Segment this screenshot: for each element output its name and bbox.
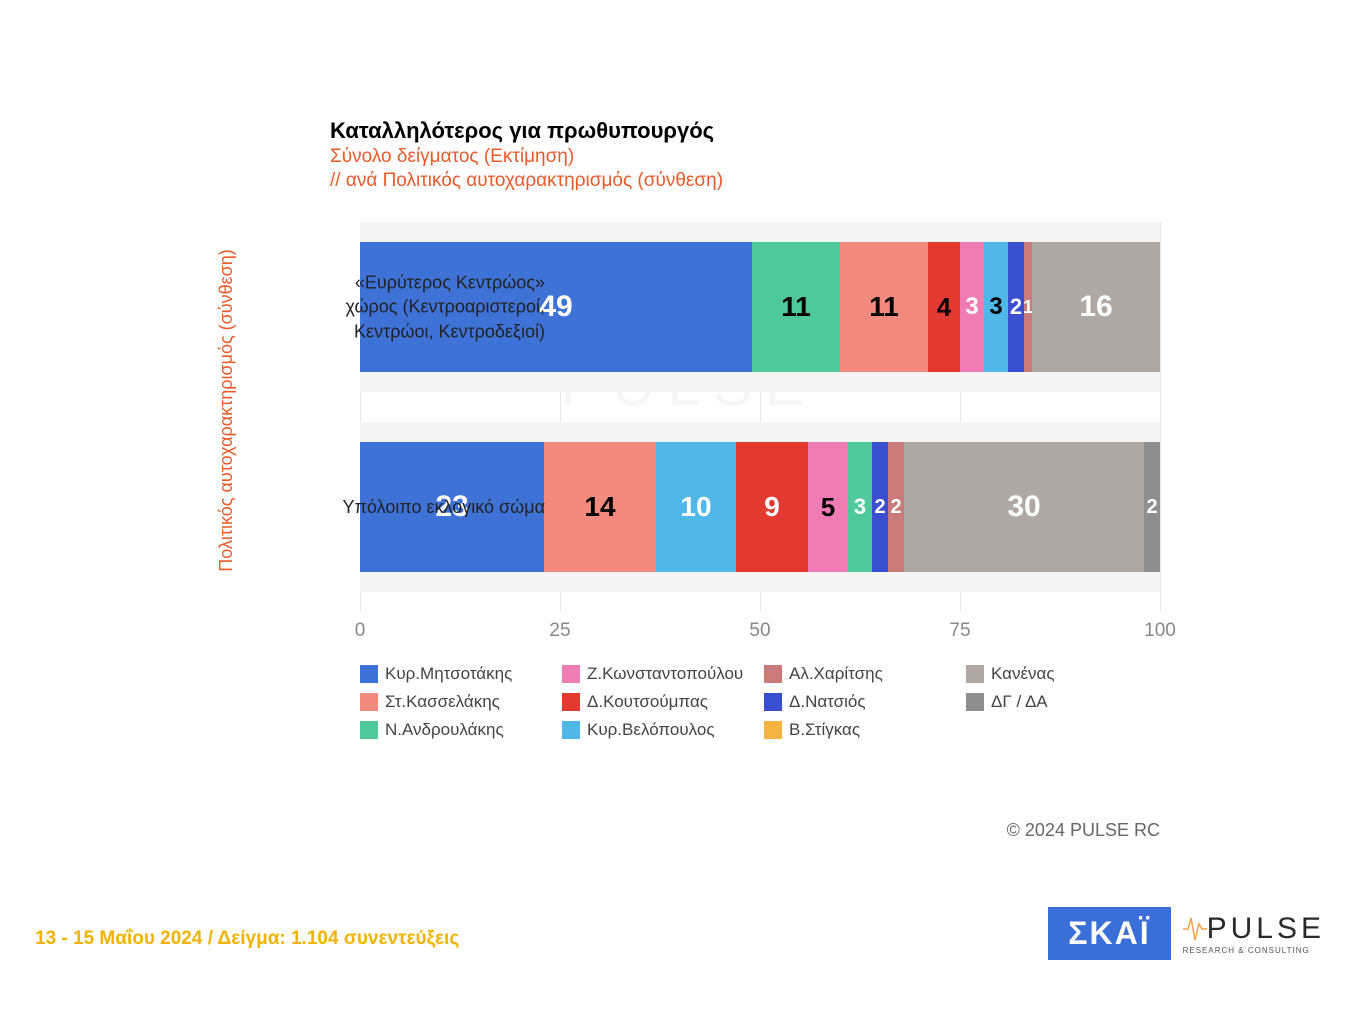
bar-segment-charitsis: 2 [888, 442, 904, 572]
legend-item-none: Κανένας [966, 660, 1160, 688]
legend-label: Ν.Ανδρουλάκης [385, 720, 504, 740]
legend-swatch [562, 721, 580, 739]
x-tick: 100 [1144, 620, 1176, 642]
legend-item-velopoulos: Κυρ.Βελόπουλος [562, 716, 756, 744]
footer-date-sample: 13 - 15 Μαΐου 2024 / Δείγμα: 1.104 συνεν… [35, 928, 459, 950]
chart-subtitle-1: Σύνολο δείγματος (Εκτίμηση) [330, 146, 723, 168]
chart-subtitle-2: // ανά Πολιτικός αυτοχαρακτηρισμός (σύνθ… [330, 170, 723, 192]
bar-segment-none: 16 [1032, 242, 1160, 372]
legend-swatch [764, 721, 782, 739]
legend-swatch [562, 665, 580, 683]
bar-segment-natsios: 2 [1008, 242, 1024, 372]
legend-label: Β.Στίγκας [789, 720, 860, 740]
legend-swatch [966, 693, 984, 711]
bar-segment-natsios: 2 [872, 442, 888, 572]
bar-segment-velopoulos: 3 [984, 242, 1008, 372]
pulse-logo-text: PULSE [1183, 912, 1325, 946]
legend-item-charitsis: Αλ.Χαρίτσης [764, 660, 958, 688]
bar-segment-dk: 2 [1144, 442, 1160, 572]
pulse-wave-icon [1183, 914, 1207, 944]
bar-segment-none: 30 [904, 442, 1144, 572]
legend-label: Στ.Κασσελάκης [385, 692, 500, 712]
legend-item-mitsotakis: Κυρ.Μητσοτάκης [360, 660, 554, 688]
bar-segment-velopoulos: 10 [656, 442, 736, 572]
legend-label: Δ.Κουτσούμπας [587, 692, 708, 712]
legend-swatch [764, 693, 782, 711]
legend: Κυρ.Μητσοτάκης Ζ.Κωνσταντοπούλου Αλ.Χαρίτσ… [360, 660, 1160, 744]
legend-item-konstantopoulou: Ζ.Κωνσταντοπούλου [562, 660, 756, 688]
legend-label: Αλ.Χαρίτσης [789, 664, 883, 684]
legend-item-koutsoumpas: Δ.Κουτσούμπας [562, 688, 756, 716]
skai-logo: ΣΚΑΪ [1048, 907, 1170, 960]
logos: ΣΚΑΪ PULSE RESEARCH & CONSULTING [1048, 907, 1325, 960]
row-label: «Ευρύτερος Κεντρώος» χώρος (Κεντροαριστε… [325, 271, 545, 344]
legend-item-stigkas: Β.Στίγκας [764, 716, 958, 744]
bar-segment-konstantopoulou: 3 [960, 242, 984, 372]
legend-swatch [360, 721, 378, 739]
title-block: Καταλληλότερος για πρωθυπουργός Σύνολο δ… [330, 118, 723, 192]
bar-segment-konstantopoulou: 5 [808, 442, 848, 572]
legend-swatch [360, 693, 378, 711]
legend-label: Δ.Νατσιός [789, 692, 866, 712]
x-tick: 25 [549, 620, 570, 642]
bar-segment-androulakis: 3 [848, 442, 872, 572]
bar-segment-koutsoumpas: 9 [736, 442, 808, 572]
legend-swatch [562, 693, 580, 711]
x-axis: 0255075100 [360, 620, 1160, 650]
chart-title: Καταλληλότερος για πρωθυπουργός [330, 118, 723, 144]
legend-item-dk: ΔΓ / ΔΑ [966, 688, 1160, 716]
legend-item-kasselakis: Στ.Κασσελάκης [360, 688, 554, 716]
legend-label: Ζ.Κωνσταντοπούλου [587, 664, 743, 684]
gridline [1160, 222, 1161, 612]
legend-swatch [764, 665, 782, 683]
legend-swatch [360, 665, 378, 683]
bar-segment-kasselakis: 11 [840, 242, 928, 372]
legend-item-androulakis: Ν.Ανδρουλάκης [360, 716, 554, 744]
bar-segment-kasselakis: 14 [544, 442, 656, 572]
pulse-logo-word: PULSE [1207, 912, 1325, 946]
x-tick: 0 [355, 620, 366, 642]
row-label: Υπόλοιπο εκλογικό σώμα [325, 495, 545, 519]
legend-swatch [966, 665, 984, 683]
pulse-logo: PULSE RESEARCH & CONSULTING [1183, 912, 1325, 955]
bar-segment-androulakis: 11 [752, 242, 840, 372]
legend-label: Κυρ.Μητσοτάκης [385, 664, 512, 684]
legend-item-natsios: Δ.Νατσιός [764, 688, 958, 716]
legend-label: ΔΓ / ΔΑ [991, 692, 1048, 712]
y-axis-title: Πολιτικός αυτοχαρακτηρισμός (σύνθεση) [216, 249, 237, 572]
bar-segment-charitsis: 1 [1024, 242, 1032, 372]
x-tick: 75 [949, 620, 970, 642]
copyright: © 2024 PULSE RC [1007, 820, 1160, 841]
bar-segment-koutsoumpas: 4 [928, 242, 960, 372]
legend-label: Κυρ.Βελόπουλος [587, 720, 715, 740]
pulse-logo-sub: RESEARCH & CONSULTING [1183, 946, 1310, 955]
x-tick: 50 [749, 620, 770, 642]
legend-label: Κανένας [991, 664, 1055, 684]
